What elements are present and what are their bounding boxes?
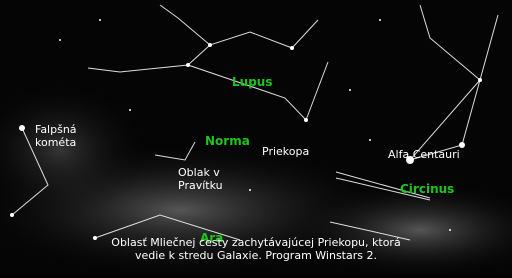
object-label: Alfa Centauri [388, 148, 460, 161]
constellation-label: Lupus [232, 75, 272, 89]
constellation-label: Circinus [400, 182, 454, 196]
caption: vedie k stredu Galaxie. Program Winstars… [135, 249, 377, 262]
constellation-label: Norma [205, 134, 250, 148]
sky-map: Lupus Norma Circinus Ara Falpšnákométa P… [0, 0, 512, 274]
caption: Oblasť Mliečnej cesty zachytávajúcej Pri… [111, 236, 400, 249]
object-label: Priekopa [262, 145, 309, 158]
